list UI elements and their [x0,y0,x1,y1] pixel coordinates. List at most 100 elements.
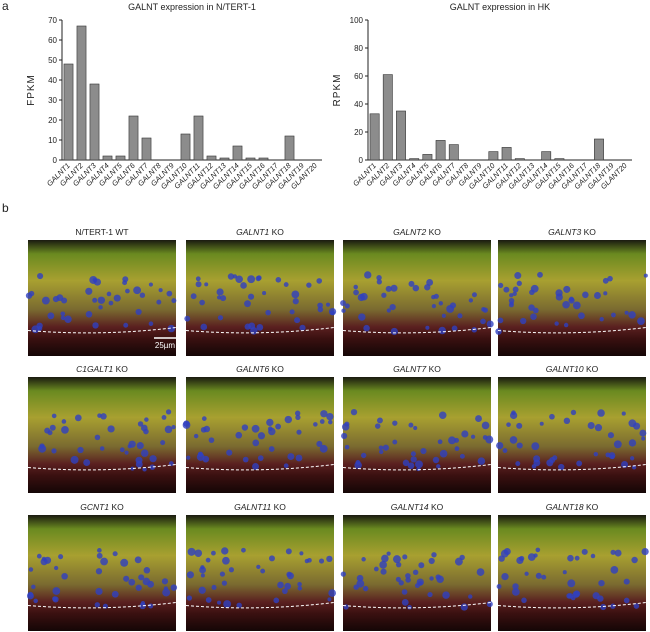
nucleus [509,436,518,444]
nucleus [135,308,142,316]
nucleus [643,273,648,278]
nucleus [563,322,569,328]
nucleus [113,294,121,302]
nucleus [418,562,425,569]
nucleus [167,324,176,333]
micrograph [25,240,177,356]
nucleus [149,455,157,463]
nucleus [497,317,504,324]
nucleus [295,414,301,420]
basement-membrane [342,601,492,609]
nucleus [610,549,616,555]
nucleus [623,597,630,604]
y-tick-label: 20 [354,128,363,137]
nucleus [428,557,435,565]
nucleus [382,444,389,451]
nucleus [621,411,626,416]
nucleus [165,409,172,415]
nucleus [327,419,333,425]
nucleus [600,603,607,611]
image-label: GALNT11 KO [234,502,286,512]
nucleus [405,573,411,579]
nucleus [26,592,34,600]
nucleus [610,603,616,609]
nucleus [610,566,619,574]
nucleus [341,423,350,431]
nucleus [341,432,348,440]
nucleus [401,589,408,595]
nucleus [143,566,151,574]
nucleus [530,284,539,293]
nucleus [460,603,468,611]
nucleus [190,293,197,300]
nucleus [451,325,458,332]
nucleus [326,555,333,563]
nucleus [166,290,173,297]
nucleus [531,442,540,451]
micrograph [496,515,649,631]
nucleus [284,415,293,424]
nucleus [297,586,303,591]
bar [141,137,152,161]
nucleus [196,453,205,461]
y-tick-label: 60 [48,36,57,45]
nucleus [226,449,233,456]
nucleus [235,275,243,284]
nucleus [203,425,211,433]
scale-bar-label: 25µm [155,341,176,350]
nucleus [208,437,215,443]
basement-membrane [497,463,647,471]
panel-label: b [2,201,9,215]
nucleus [139,292,146,298]
nucleus [429,576,434,581]
nucleus [364,271,372,279]
bar [501,147,512,161]
nucleus [613,440,622,449]
nucleus [320,410,328,418]
nucleus [291,290,300,299]
nucleus [140,424,148,432]
nucleus [623,578,630,585]
nucleus [93,278,102,286]
nucleus [200,573,205,578]
nucleus [401,598,409,606]
bar [193,115,204,161]
nucleus [533,459,541,467]
nucleus [222,556,230,565]
nucleus [260,568,266,574]
nucleus [427,591,433,598]
nucleus [297,581,302,587]
y-tick-label: 0 [53,156,58,165]
nucleus [47,430,53,436]
nucleus [97,413,102,418]
nucleus [182,421,191,429]
bar [115,155,126,161]
image-label: GALNT10 KO [546,364,599,374]
nucleus [581,548,588,555]
nucleus [412,569,419,576]
nucleus [503,286,510,293]
nucleus [592,592,600,600]
nucleus [266,418,274,427]
nucleus [378,449,384,455]
nucleus [85,287,93,295]
nucleus [363,324,370,332]
nucleus [97,548,102,553]
nucleus [148,321,154,326]
nucleus [267,426,273,432]
nucleus [294,317,301,324]
nucleus [148,282,153,287]
nucleus [171,298,177,304]
nucleus [378,445,384,451]
nucleus [236,602,242,609]
nucleus [326,412,334,421]
image-label: GALNT18 KO [546,502,599,512]
nucleus [509,293,514,298]
basement-membrane [497,601,647,609]
nucleus [265,309,271,316]
micrograph [340,240,494,356]
nucleus [241,547,246,553]
nucleus [28,567,34,572]
nucleus [144,417,149,422]
nucleus [438,411,447,420]
